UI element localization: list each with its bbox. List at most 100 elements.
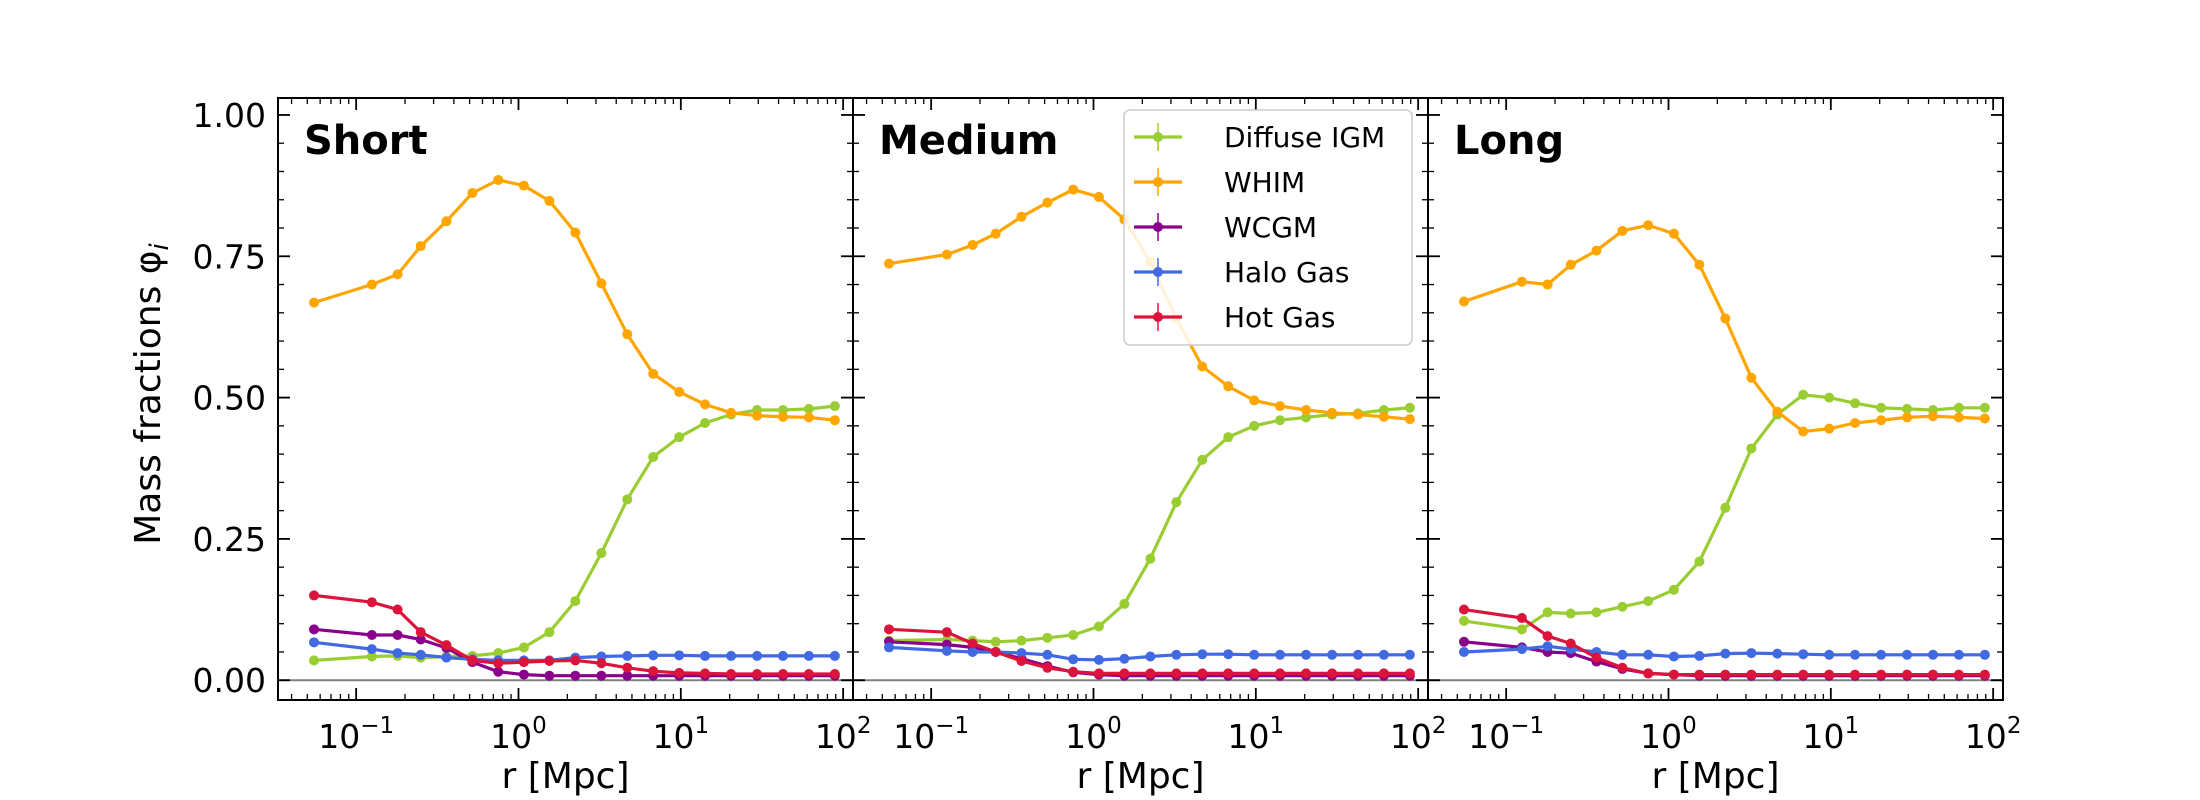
data-point-wcgm — [366, 629, 377, 640]
x-tick-label-exponent: 1 — [1269, 713, 1284, 739]
data-point-hot-gas — [1171, 668, 1182, 679]
legend-label: Hot Gas — [1224, 301, 1336, 334]
x-tick-label: 100 — [1065, 713, 1122, 756]
data-point-wcgm — [309, 624, 320, 635]
data-point-halo-gas — [366, 644, 377, 655]
data-point-diffuse-igm — [829, 401, 840, 412]
data-point-diffuse-igm — [1542, 607, 1553, 618]
data-point-hot-gas — [518, 657, 529, 668]
data-point-hot-gas — [544, 655, 555, 666]
data-point-halo-gas — [1617, 649, 1628, 660]
data-point-whim — [967, 239, 978, 250]
data-point-whim — [941, 249, 952, 260]
data-point-diffuse-igm — [1979, 402, 1990, 413]
data-point-hot-gas — [441, 640, 452, 651]
legend-marker — [1153, 222, 1163, 232]
series-hot-gas — [309, 590, 840, 679]
legend-marker — [1153, 177, 1163, 187]
data-point-wcgm — [596, 670, 607, 681]
data-point-diffuse-igm — [1668, 584, 1679, 595]
data-point-hot-gas — [392, 604, 403, 615]
data-point-whim — [309, 297, 320, 308]
data-point-halo-gas — [1171, 649, 1182, 660]
data-point-whim — [1953, 412, 1964, 423]
data-point-halo-gas — [1327, 649, 1338, 660]
legend-label: WCGM — [1224, 211, 1317, 244]
data-point-halo-gas — [1850, 649, 1861, 660]
data-point-whim — [674, 386, 685, 397]
y-axis-title-text: Mass fractions φ — [128, 250, 169, 544]
data-point-hot-gas — [1145, 668, 1156, 679]
data-point-whim — [467, 187, 478, 198]
data-point-whim — [884, 258, 895, 269]
data-point-halo-gas — [829, 650, 840, 661]
data-point-diffuse-igm — [1119, 598, 1130, 609]
data-point-diffuse-igm — [518, 642, 529, 653]
data-point-halo-gas — [392, 648, 403, 659]
data-point-hot-gas — [570, 655, 581, 666]
data-point-whim — [1223, 381, 1234, 392]
data-point-hot-gas — [726, 668, 737, 679]
data-point-hot-gas — [1643, 668, 1654, 679]
data-point-diffuse-igm — [1171, 497, 1182, 508]
data-point-hot-gas — [1119, 668, 1130, 679]
data-point-halo-gas — [674, 650, 685, 661]
data-point-halo-gas — [309, 637, 320, 648]
data-point-hot-gas — [1093, 668, 1104, 679]
data-point-wcgm — [570, 670, 581, 681]
data-point-whim — [1016, 211, 1027, 222]
legend: Diffuse IGM WHIM WCGM Halo Gas Hot Gas — [1123, 109, 1413, 346]
data-point-whim — [1824, 423, 1835, 434]
data-point-hot-gas — [1694, 669, 1705, 680]
x-tick-label-base: 10 — [1640, 717, 1682, 756]
data-point-whim — [1617, 225, 1628, 236]
data-point-whim — [1591, 245, 1602, 256]
data-point-halo-gas — [1516, 644, 1527, 655]
series-hot-gas — [1459, 604, 1990, 680]
data-point-halo-gas — [648, 650, 659, 661]
data-point-hot-gas — [1042, 662, 1053, 673]
data-point-diffuse-igm — [1459, 615, 1470, 626]
data-point-whim — [1197, 361, 1208, 372]
data-point-diffuse-igm — [1953, 402, 1964, 413]
legend-marker — [1153, 267, 1163, 277]
data-point-whim — [1979, 413, 1990, 424]
x-axis-title: r [Mpc] — [501, 756, 629, 797]
data-point-diffuse-igm — [622, 494, 633, 505]
x-tick-label: 102 — [1390, 713, 1447, 756]
x-tick-label: 10−1 — [318, 713, 394, 756]
series-halo-gas — [1459, 641, 1990, 662]
panel-title: Long — [1454, 118, 1564, 164]
legend-entry-wcgm: WCGM — [1134, 211, 1317, 244]
data-point-whim — [1668, 228, 1679, 239]
data-point-diffuse-igm — [1404, 402, 1415, 413]
data-point-halo-gas — [967, 646, 978, 657]
data-point-hot-gas — [1746, 669, 1757, 680]
series-whim — [1459, 220, 1990, 437]
data-point-halo-gas — [441, 652, 452, 663]
x-tick-label-base: 10 — [1390, 717, 1432, 756]
data-point-hot-gas — [1327, 668, 1338, 679]
x-tick-label-exponent: 1 — [1844, 713, 1859, 739]
data-point-hot-gas — [990, 646, 1001, 657]
data-point-halo-gas — [1352, 649, 1363, 660]
data-point-halo-gas — [1404, 649, 1415, 660]
data-point-hot-gas — [967, 638, 978, 649]
x-tick-label-exponent: 2 — [2007, 713, 2022, 739]
data-point-hot-gas — [1301, 668, 1312, 679]
data-point-hot-gas — [1197, 668, 1208, 679]
panel-title: Medium — [879, 118, 1058, 164]
data-point-diffuse-igm — [1516, 624, 1527, 635]
data-point-hot-gas — [1565, 638, 1576, 649]
x-tick-label: 100 — [490, 713, 547, 756]
data-point-halo-gas — [1223, 649, 1234, 660]
x-tick-label-exponent: −1 — [1510, 713, 1544, 739]
data-point-hot-gas — [415, 627, 426, 638]
data-point-halo-gas — [1068, 654, 1079, 665]
data-point-hot-gas — [884, 624, 895, 635]
data-point-whim — [777, 411, 788, 422]
data-point-wcgm — [392, 629, 403, 640]
data-point-whim — [596, 278, 607, 289]
legend-label: WHIM — [1224, 166, 1305, 199]
data-point-hot-gas — [309, 590, 320, 601]
